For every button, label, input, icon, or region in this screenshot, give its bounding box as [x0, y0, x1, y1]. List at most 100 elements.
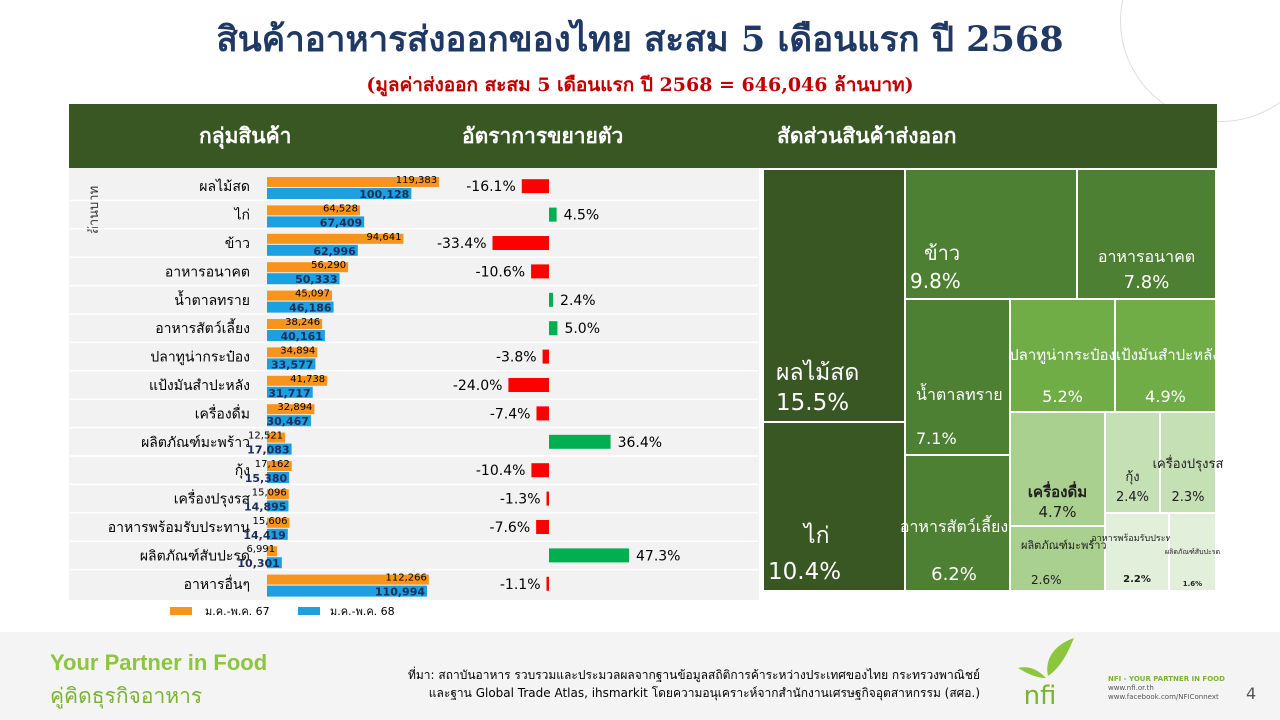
category-label: อาหารพร้อมรับประทาน — [108, 520, 251, 536]
bar-2568 — [267, 472, 290, 483]
category-label: เครื่องดื่ม — [195, 404, 250, 422]
growth-label: -1.3% — [500, 492, 541, 508]
bar-2568 — [267, 330, 325, 341]
bar-2568 — [267, 386, 313, 398]
bar-2567-value-label: 17,162 — [255, 459, 290, 470]
treemap-tile-name: ข้าว — [924, 241, 960, 265]
bar-2568-value-label: 46,186 — [289, 302, 332, 315]
bar-2568-value-label: 30,467 — [266, 415, 308, 428]
growth-label: 5.0% — [564, 321, 600, 337]
growth-label: -1.1% — [500, 577, 541, 593]
bar-2567 — [267, 489, 289, 500]
treemap-tile-name: อาหารสัตว์เลี้ยง — [900, 515, 1008, 536]
treemap-tile-name: อาหารพร้อมรับประทาน — [1091, 533, 1182, 544]
bar-2568-value-label: 100,128 — [359, 188, 409, 201]
treemap-tile-name: ปลาทูน่ากระป๋อง — [1009, 346, 1116, 364]
bar-2567 — [267, 319, 323, 329]
bar-2568-value-label: 31,717 — [268, 387, 310, 400]
growth-bar — [549, 321, 558, 336]
bar-2568 — [267, 585, 428, 597]
bar-2568 — [267, 415, 311, 427]
bar-2567 — [267, 574, 429, 585]
growth-bar — [549, 292, 554, 307]
category-label: อาหารสัตว์เลี้ยง — [155, 318, 250, 337]
facebook-link[interactable]: www.facebook.com/NFIConnext — [1108, 693, 1219, 701]
bar-2568-value-label: 40,161 — [280, 330, 322, 343]
growth-bar — [542, 349, 549, 364]
category-label: กุ้ง — [235, 463, 250, 479]
bar-2567-value-label: 38,246 — [285, 317, 320, 328]
bar-2568-value-label: 14,895 — [244, 500, 286, 513]
bar-2568-value-label: 50,333 — [295, 273, 337, 286]
growth-label: 47.3% — [636, 548, 680, 564]
growth-label: -10.4% — [476, 463, 526, 479]
treemap-tile — [1011, 300, 1114, 411]
growth-bar — [549, 207, 557, 222]
growth-bar — [492, 236, 549, 250]
header-export-share: สัดส่วนสินค้าส่งออก — [777, 124, 957, 148]
treemap-tile — [1161, 413, 1215, 512]
treemap-tile-share: 4.9% — [1145, 387, 1186, 406]
logo-text: nfi — [1024, 681, 1057, 710]
bar-2568 — [267, 216, 365, 228]
treemap-tile — [906, 456, 1009, 590]
bar-2567-value-label: 12,521 — [248, 431, 283, 442]
category-label: ผลิตภัณฑ์มะพร้าว — [141, 434, 250, 451]
growth-bar — [546, 576, 549, 591]
bar-2567 — [267, 375, 328, 386]
bar-2568 — [267, 528, 288, 540]
bar-2567 — [267, 347, 318, 358]
bar-2568-value-label: 33,577 — [271, 358, 313, 371]
bar-2567 — [267, 461, 292, 471]
growth-label: -10.6% — [476, 264, 526, 280]
treemap-tile — [764, 170, 904, 421]
treemap-tile-name: น้ำตาลทราย — [916, 383, 1003, 404]
page-subtitle: (มูลค่าส่งออก สะสม 5 เดือนแรก ปี 2568 = … — [366, 74, 914, 96]
legend-label-2567: ม.ค.-พ.ค. 67 — [205, 605, 270, 618]
category-label: อาหารอื่นๆ — [184, 575, 250, 593]
bar-2568 — [267, 500, 289, 512]
bar-2567 — [267, 205, 361, 216]
bar-2568 — [267, 188, 412, 199]
bar-2567-value-label: 56,290 — [311, 260, 346, 271]
brand-line: NFI - YOUR PARTNER IN FOOD — [1108, 675, 1225, 683]
bar-2568 — [267, 273, 340, 285]
growth-label: -7.6% — [490, 520, 531, 536]
category-label: ผลิตภัณฑ์สับปะรด — [140, 547, 250, 564]
treemap-tile-share: 7.1% — [916, 429, 957, 448]
growth-bar — [546, 491, 549, 506]
bar-2567-value-label: 15,096 — [252, 487, 287, 498]
bar-2568-value-label: 67,409 — [320, 216, 362, 229]
category-label: แป้งมันสำปะหลัง — [149, 378, 250, 394]
bar-2567 — [267, 233, 404, 244]
legend-label-2568: ม.ค.-พ.ค. 68 — [330, 605, 395, 618]
bar-2567 — [267, 546, 278, 557]
treemap-tile-name: กุ้ง — [1125, 470, 1139, 485]
growth-label: -24.0% — [453, 378, 503, 394]
treemap-tile-share: 9.8% — [910, 269, 961, 293]
bar-2568-value-label: 15,380 — [245, 472, 288, 485]
source-line-2: และฐาน Global Trade Atlas, ihsmarkit โดย… — [428, 686, 980, 700]
treemap-tile — [1106, 413, 1159, 512]
bar-2567 — [267, 290, 333, 301]
page-number: 4 — [1246, 684, 1257, 703]
growth-bar — [531, 264, 549, 279]
website-link[interactable]: www.nfi.or.th — [1108, 684, 1154, 692]
bar-2567-value-label: 6,991 — [246, 544, 275, 555]
treemap-tile-name: ผลิตภัณฑ์สับปะรด — [1165, 548, 1220, 556]
source-note: ที่มา: สถาบันอาหาร รวบรวมและประมวลผลจากฐ… — [300, 666, 980, 702]
treemap-tile — [1078, 170, 1215, 298]
treemap-tile-name: ไก่ — [802, 522, 830, 549]
bar-2567-value-label: 15,606 — [252, 516, 287, 527]
nfi-brand-info: NFI - YOUR PARTNER IN FOOD www.nfi.or.th… — [1108, 675, 1225, 702]
tagline-english: Your Partner in Food — [50, 650, 268, 675]
treemap-tile — [1011, 527, 1104, 590]
bar-2568-value-label: 17,083 — [247, 444, 289, 457]
treemap-tile — [1011, 413, 1104, 525]
treemap-tile — [1116, 300, 1215, 411]
tagline-thai: คู่คิดธุรกิจอาหาร — [50, 684, 203, 708]
treemap-tile-name: ผลไม้สด — [776, 359, 859, 386]
growth-label: -7.4% — [490, 406, 531, 422]
growth-label: -16.1% — [466, 179, 516, 195]
